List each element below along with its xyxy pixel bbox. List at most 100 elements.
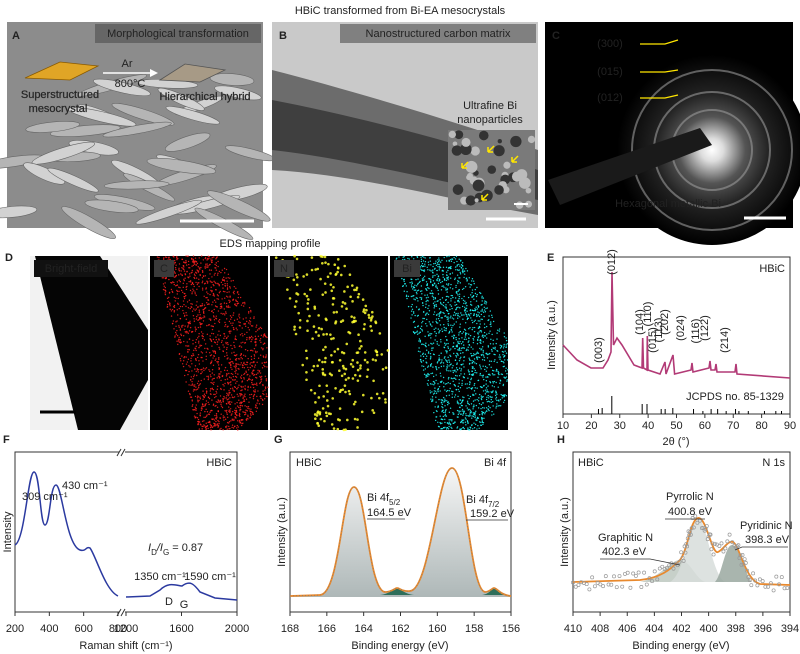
map-dot	[446, 361, 449, 364]
map-dot	[427, 372, 429, 375]
map-dot	[230, 381, 232, 383]
map-dot	[456, 274, 459, 276]
raw-point	[760, 579, 765, 584]
map-dot	[496, 393, 498, 395]
map-dot	[200, 255, 203, 257]
x-tick-label: 394	[781, 623, 799, 635]
crystal	[23, 162, 66, 185]
map-dot	[481, 412, 483, 415]
map-dot	[460, 349, 462, 352]
map-dot	[422, 320, 424, 323]
map-dot	[206, 324, 208, 327]
map-dot	[247, 312, 250, 314]
map-dot	[482, 407, 484, 409]
map-dot	[226, 291, 228, 294]
map-dot	[212, 377, 214, 380]
map-dot	[454, 301, 456, 303]
map-dot	[434, 339, 436, 341]
map-dot	[202, 320, 205, 322]
map-dot	[439, 298, 441, 301]
map-dot	[296, 275, 299, 279]
map-dot	[478, 356, 481, 359]
map-dot	[256, 351, 258, 353]
map-dot	[222, 290, 225, 293]
map-dot	[471, 374, 474, 377]
map-dot	[479, 320, 481, 322]
map-dot	[420, 355, 422, 357]
map-dot	[240, 377, 243, 380]
raw-point	[660, 564, 665, 569]
map-dot	[476, 308, 479, 310]
map-dot	[175, 321, 177, 323]
map-dot	[185, 363, 188, 365]
label: 1590 cm⁻¹	[184, 571, 236, 583]
label-part: G	[163, 548, 169, 557]
map-dot	[454, 374, 457, 377]
map-dot	[403, 283, 406, 285]
map-dot	[257, 335, 260, 337]
map-dot	[422, 304, 424, 307]
map-dot	[462, 344, 465, 346]
map-dot	[317, 424, 321, 428]
map-dot	[486, 400, 489, 403]
map-dot	[202, 390, 204, 392]
map-dot	[433, 313, 435, 316]
map-dot	[454, 278, 456, 281]
map-dot	[369, 325, 372, 328]
map-dot	[424, 265, 426, 267]
map-dot	[468, 359, 471, 361]
map-dot	[446, 350, 448, 353]
map-dot	[435, 368, 438, 371]
map-dot	[446, 318, 449, 320]
map-dot	[249, 337, 252, 339]
map-dot	[435, 284, 437, 286]
map-dot	[367, 313, 371, 317]
map-dot	[261, 398, 264, 401]
map-dot	[452, 318, 455, 320]
map-dot	[422, 260, 425, 262]
map-dot	[473, 404, 475, 406]
map-dot	[251, 383, 254, 385]
map-dot	[485, 387, 488, 389]
map-dot	[421, 290, 423, 292]
map-dot	[473, 382, 476, 385]
map-dot	[441, 401, 443, 403]
map-dot	[219, 290, 221, 293]
map-dot	[236, 405, 239, 407]
map-dot	[363, 351, 367, 354]
map-dot	[441, 422, 443, 424]
map-dot	[357, 333, 360, 336]
map-dot	[189, 289, 192, 292]
map-dot	[238, 421, 241, 423]
map-dot	[188, 330, 191, 332]
map-dot	[442, 301, 445, 304]
map-dot	[239, 354, 242, 357]
map-dot	[191, 405, 193, 407]
map-dot	[464, 421, 467, 423]
map-dot	[191, 265, 193, 267]
x-tick-label: 410	[564, 623, 582, 635]
peak-name: Bi 4f7/2	[466, 494, 500, 509]
map-dot	[318, 411, 322, 414]
map-dot	[163, 285, 165, 287]
map-dot	[237, 302, 240, 304]
map-dot	[232, 389, 234, 391]
map-dot	[489, 381, 492, 384]
map-dot	[426, 318, 428, 321]
map-dot	[169, 303, 171, 306]
map-dot	[234, 338, 236, 341]
map-dot	[461, 314, 463, 316]
map-dot	[182, 360, 185, 362]
ring-pointer	[640, 69, 679, 73]
map-dot	[240, 304, 243, 306]
map-dot	[432, 276, 434, 278]
map-dot	[189, 320, 191, 323]
map-dot	[490, 338, 492, 341]
map-dot	[435, 314, 438, 316]
map-dot	[468, 277, 470, 279]
map-dot	[164, 292, 166, 294]
map-dot	[250, 393, 253, 396]
map-dot	[195, 318, 198, 320]
map-dot	[417, 278, 419, 280]
map-dot	[413, 298, 415, 300]
